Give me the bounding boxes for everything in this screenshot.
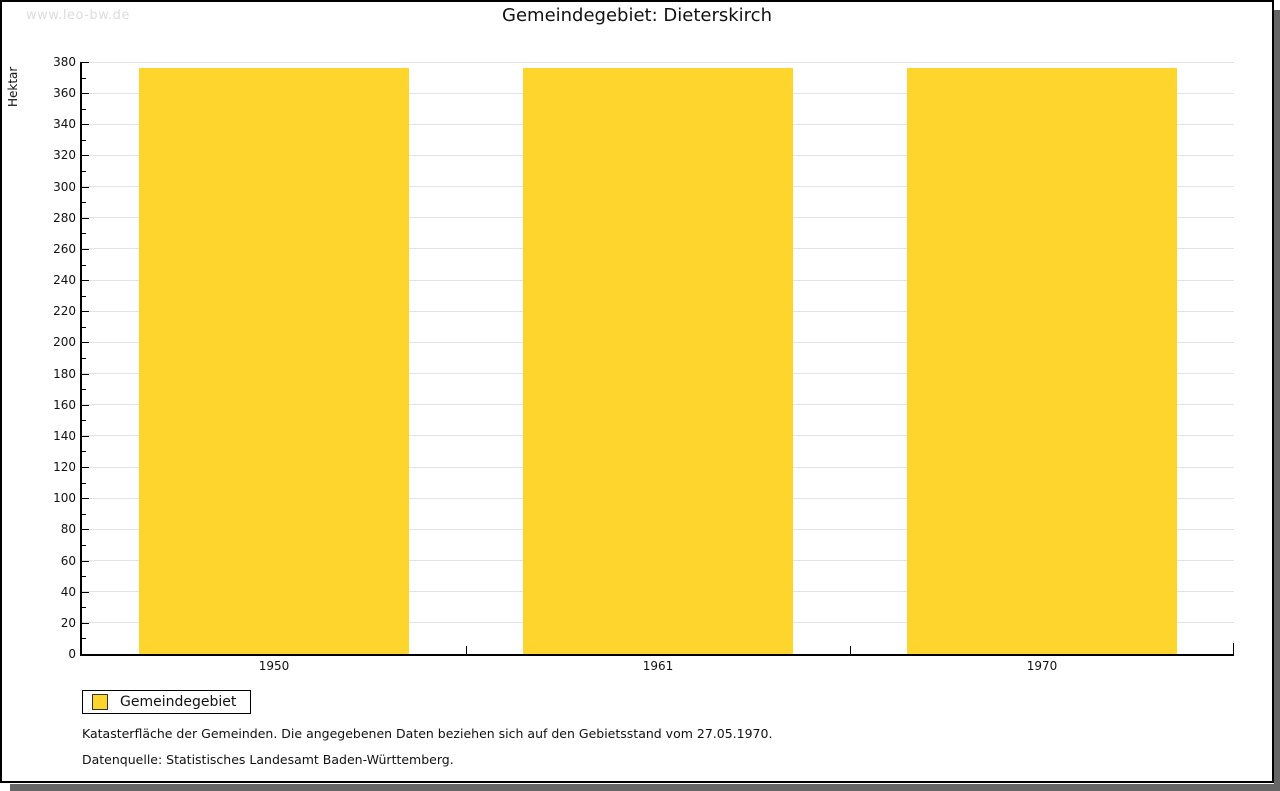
y-tick-label: 0 bbox=[68, 647, 76, 661]
bar-1970 bbox=[907, 68, 1177, 654]
watermark: www.leo-bw.de bbox=[26, 8, 130, 23]
y-tick-label: 360 bbox=[53, 86, 76, 101]
y-tick-label: 60 bbox=[60, 553, 76, 568]
y-minor-tick bbox=[82, 326, 86, 328]
y-minor-tick bbox=[82, 451, 86, 453]
y-major-tick bbox=[82, 654, 89, 655]
frame-shadow-right bbox=[1274, 10, 1280, 791]
y-major-tick bbox=[82, 373, 89, 375]
legend-label: Gemeindegebiet bbox=[120, 694, 237, 710]
y-major-tick bbox=[82, 467, 89, 469]
y-minor-tick bbox=[82, 513, 86, 515]
y-major-tick bbox=[82, 404, 89, 406]
y-minor-tick bbox=[82, 544, 86, 546]
legend: Gemeindegebiet bbox=[82, 690, 252, 714]
y-major-tick bbox=[82, 529, 89, 531]
x-boundary-tick bbox=[466, 646, 467, 654]
y-tick-label: 100 bbox=[53, 491, 76, 506]
gridline bbox=[82, 61, 1234, 63]
y-minor-tick bbox=[82, 482, 86, 484]
y-minor-tick bbox=[82, 233, 86, 235]
x-tick-label: 1970 bbox=[1026, 659, 1058, 673]
y-minor-tick bbox=[82, 638, 86, 640]
y-major-tick bbox=[82, 622, 89, 624]
x-tick-label: 1961 bbox=[642, 659, 674, 673]
plot-area bbox=[82, 61, 1234, 654]
y-tick-label: 20 bbox=[60, 615, 76, 630]
bar-1961 bbox=[523, 68, 793, 654]
y-major-tick bbox=[82, 155, 89, 157]
y-tick-label: 240 bbox=[53, 273, 76, 288]
y-major-tick bbox=[82, 342, 89, 344]
footnote-datenquelle: Datenquelle: Statistisches Landesamt Bad… bbox=[82, 752, 454, 767]
y-major-tick bbox=[82, 93, 89, 95]
y-tick-label: 300 bbox=[53, 179, 76, 194]
y-tick-label: 380 bbox=[53, 55, 76, 69]
y-major-tick bbox=[82, 498, 89, 500]
y-tick-label: 320 bbox=[53, 148, 76, 163]
y-tick-label: 220 bbox=[53, 304, 76, 319]
y-major-tick bbox=[82, 186, 89, 188]
y-tick-label: 40 bbox=[60, 584, 76, 599]
y-tick-label: 120 bbox=[53, 460, 76, 475]
x-boundary-tick bbox=[850, 646, 851, 654]
y-tick-label: 180 bbox=[53, 366, 76, 381]
y-tick-label: 280 bbox=[53, 210, 76, 225]
y-major-tick bbox=[82, 435, 89, 437]
y-major-tick bbox=[82, 560, 89, 562]
y-minor-tick bbox=[82, 139, 86, 141]
y-major-tick bbox=[82, 311, 89, 313]
y-axis-label: Hektar bbox=[6, 66, 20, 108]
y-major-tick bbox=[82, 248, 89, 250]
y-minor-tick bbox=[82, 576, 86, 578]
y-minor-tick bbox=[82, 607, 86, 609]
x-axis-line bbox=[80, 654, 1234, 656]
y-minor-tick bbox=[82, 108, 86, 110]
y-minor-tick bbox=[82, 202, 86, 204]
chart-title: Gemeindegebiet: Dieterskirch bbox=[502, 5, 772, 26]
x-axis-end-tick bbox=[1233, 643, 1234, 654]
y-minor-tick bbox=[82, 389, 86, 391]
y-major-tick bbox=[82, 124, 89, 126]
y-major-tick bbox=[82, 591, 89, 593]
y-tick-label: 160 bbox=[53, 397, 76, 412]
y-minor-tick bbox=[82, 77, 86, 79]
y-major-tick bbox=[82, 280, 89, 282]
y-tick-label: 140 bbox=[53, 428, 76, 443]
x-tick-label: 1950 bbox=[258, 659, 290, 673]
y-tick-label: 80 bbox=[60, 522, 76, 537]
y-tick-label: 260 bbox=[53, 241, 76, 256]
y-major-tick bbox=[82, 62, 89, 63]
y-minor-tick bbox=[82, 264, 86, 266]
legend-swatch bbox=[92, 694, 108, 710]
y-minor-tick bbox=[82, 171, 86, 173]
y-minor-tick bbox=[82, 295, 86, 297]
y-tick-label: 340 bbox=[53, 117, 76, 132]
frame-shadow-bottom bbox=[10, 784, 1280, 791]
y-axis-line bbox=[80, 62, 82, 656]
y-tick-label: 200 bbox=[53, 335, 76, 350]
y-minor-tick bbox=[82, 358, 86, 359]
footnote-gebietsstand: Katasterfläche der Gemeinden. Die angege… bbox=[82, 726, 773, 741]
bar-1950 bbox=[139, 68, 409, 654]
y-minor-tick bbox=[82, 420, 86, 422]
y-major-tick bbox=[82, 217, 89, 219]
